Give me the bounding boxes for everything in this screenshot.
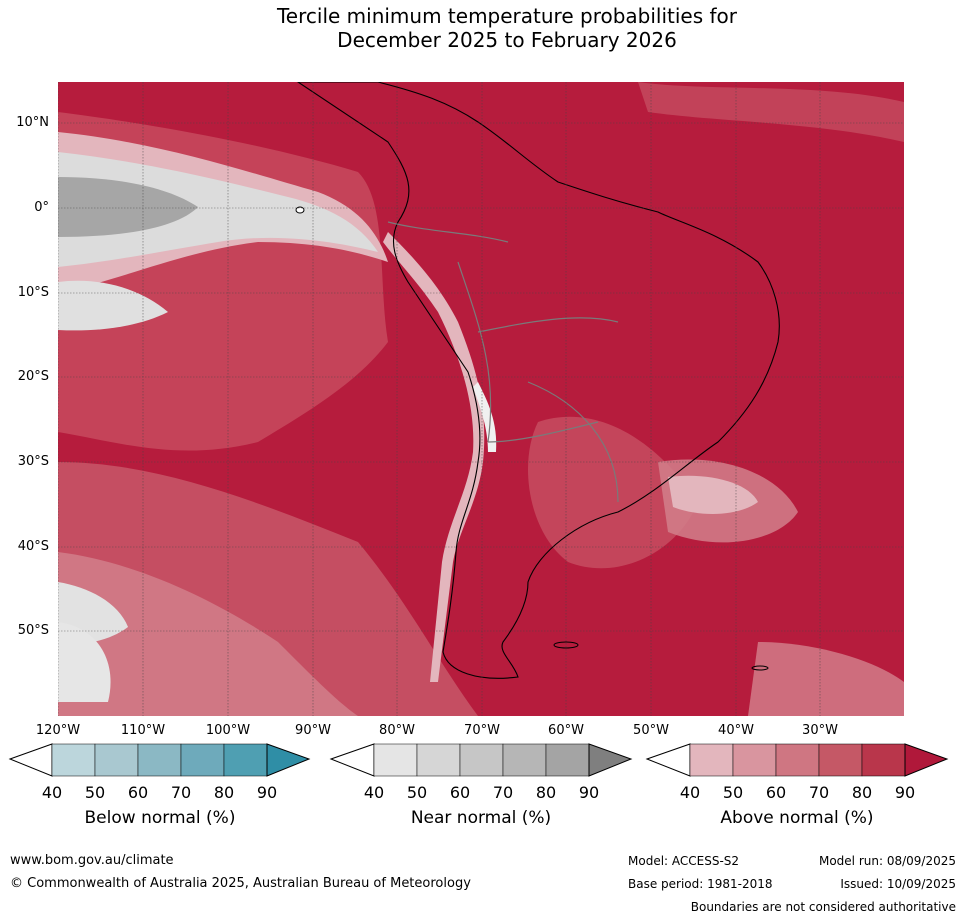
tick-label: 60 — [765, 783, 787, 802]
tick-label: 70 — [170, 783, 192, 802]
tick-label: 70 — [808, 783, 830, 802]
lat-label-10s: 10°S — [17, 285, 49, 300]
colorbar-near-segment-5 — [545, 743, 590, 777]
colorbar-near-segment-3 — [459, 743, 504, 777]
colorbar-above-segment-2 — [732, 743, 777, 777]
colorbar-below-segment-3 — [137, 743, 182, 777]
title-line-1: Tercile minimum temperature probabilitie… — [276, 4, 738, 28]
colorbar-below-arrow-left — [8, 743, 53, 777]
colorbar-above-segment-1 — [689, 743, 734, 777]
lon-label-120w: 120°W — [35, 723, 81, 738]
lat-label-30s: 30°S — [17, 454, 49, 469]
lon-label-90w: 90°W — [295, 723, 331, 738]
colorbars — [8, 743, 949, 777]
colorbar-below-segment-4 — [180, 743, 225, 777]
probability-map — [58, 82, 904, 716]
model-run-text: Model run: 08/09/2025 — [818, 854, 956, 868]
website-link[interactable]: www.bom.gov.au/climate — [10, 853, 174, 868]
tick-label: 40 — [679, 783, 701, 802]
lat-label-0: 0° — [34, 200, 49, 215]
lon-label-70w: 70°W — [464, 723, 500, 738]
colorbar-near-title: Near normal (%) — [410, 808, 552, 828]
tick-label: 60 — [449, 783, 471, 802]
lon-label-30w: 30°W — [802, 723, 838, 738]
issued-text: Issued: 10/09/2025 — [840, 877, 956, 891]
colorbar-near-segment-4 — [502, 743, 547, 777]
colorbar-below-title: Below normal (%) — [84, 808, 236, 828]
colorbar-above-arrow-right — [904, 743, 949, 777]
tick-label: 90 — [894, 783, 916, 802]
title-line-2: December 2025 to February 2026 — [337, 28, 677, 52]
model-text: Model: ACCESS-S2 — [628, 854, 740, 868]
tick-label: 80 — [535, 783, 557, 802]
colorbar-near-segment-1 — [373, 743, 418, 777]
tick-label: 40 — [41, 783, 63, 802]
tick-label: 60 — [127, 783, 149, 802]
colorbar-below-segment-1 — [51, 743, 96, 777]
copyright-text: © Commonwealth of Australia 2025, Austra… — [10, 876, 471, 891]
disclaimer-text: Boundaries are not considered authoritat… — [690, 900, 956, 914]
lon-label-100w: 100°W — [205, 723, 251, 738]
lat-label-40s: 40°S — [17, 539, 49, 554]
tick-label: 70 — [492, 783, 514, 802]
tick-label: 50 — [84, 783, 106, 802]
colorbar-below-arrow-right — [266, 743, 311, 777]
colorbar-above-arrow-left — [645, 743, 691, 777]
base-period-text: Base period: 1981-2018 — [628, 877, 773, 891]
lat-label-50s: 50°S — [17, 623, 49, 638]
colorbar-near-arrow-right — [588, 743, 633, 777]
tick-label: 80 — [851, 783, 873, 802]
colorbar-above-segment-3 — [775, 743, 820, 777]
tick-label: 90 — [578, 783, 600, 802]
colorbar-below-segment-2 — [94, 743, 139, 777]
tick-label: 50 — [406, 783, 428, 802]
lon-label-40w: 40°W — [718, 723, 754, 738]
lon-label-80w: 80°W — [379, 723, 415, 738]
lon-label-60w: 60°W — [548, 723, 584, 738]
colorbar-above — [645, 743, 949, 777]
tick-label: 80 — [213, 783, 235, 802]
map-title: Tercile minimum temperature probabilitie… — [0, 4, 965, 52]
tick-label: 50 — [722, 783, 744, 802]
colorbar-near — [329, 743, 633, 777]
colorbar-above-title: Above normal (%) — [720, 808, 874, 828]
lon-label-110w: 110°W — [120, 723, 166, 738]
colorbar-above-segment-4 — [818, 743, 863, 777]
colorbar-near-arrow-left — [329, 743, 375, 777]
lat-label-20s: 20°S — [17, 369, 49, 384]
colorbar-below-segment-5 — [223, 743, 268, 777]
tick-label: 90 — [256, 783, 278, 802]
tick-label: 40 — [363, 783, 385, 802]
map-canvas — [58, 82, 904, 716]
colorbar-above-segment-5 — [861, 743, 906, 777]
colorbar-near-segment-2 — [416, 743, 461, 777]
lon-label-50w: 50°W — [633, 723, 669, 738]
colorbar-below — [8, 743, 311, 777]
lat-label-10n: 10°N — [16, 115, 49, 130]
